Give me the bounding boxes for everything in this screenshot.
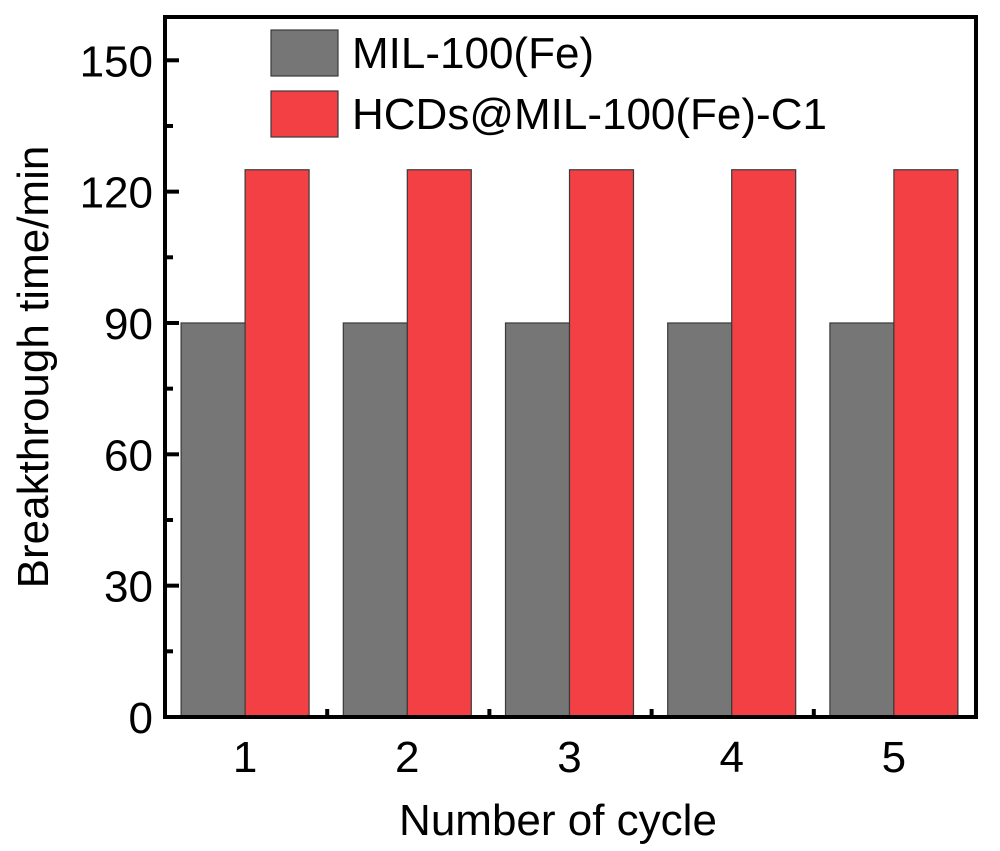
plot-frame [163, 15, 978, 719]
bar-mil100fe-cycle-3 [504, 322, 571, 718]
x-tick-label: 2 [395, 733, 419, 782]
legend: MIL-100(Fe) HCDs@MIL-100(Fe)-C1 [270, 29, 827, 139]
x-tick-label: 4 [719, 733, 743, 782]
y-tick-label: 90 [104, 300, 153, 349]
y-tick-labels: 0 30 60 90 120 150 [80, 37, 153, 743]
x-tick-labels: 1 2 3 4 5 [233, 733, 906, 782]
bar-hcds-mil100fe-c1-cycle-5 [893, 169, 959, 718]
bar-mil100fe-cycle-1 [180, 322, 246, 718]
y-tick-label: 150 [80, 37, 153, 86]
bar-hcds-mil100fe-c1-cycle-1 [244, 169, 310, 718]
bars-group [180, 169, 959, 718]
y-axis-title: Breakthrough time/min [9, 146, 58, 589]
legend-swatch-hcds-mil100fe-c1 [270, 90, 339, 138]
axes-group [163, 15, 978, 719]
legend-swatch-mil100fe [270, 29, 339, 77]
y-tick-label: 30 [104, 563, 153, 612]
bar-hcds-mil100fe-c1-cycle-2 [406, 169, 472, 718]
y-tick-label: 0 [129, 694, 153, 743]
x-tick-label: 3 [557, 733, 581, 782]
x-tick-label: 5 [882, 733, 906, 782]
legend-label-mil100fe: MIL-100(Fe) [352, 29, 594, 78]
bar-mil100fe-cycle-5 [829, 322, 895, 718]
bar-mil100fe-cycle-4 [667, 322, 733, 718]
y-tick-label: 120 [80, 169, 153, 218]
bar-hcds-mil100fe-c1-cycle-4 [731, 169, 797, 718]
y-tick-label: 60 [104, 431, 153, 480]
bar-mil100fe-cycle-2 [342, 322, 408, 718]
legend-label-hcds-mil100fe-c1: HCDs@MIL-100(Fe)-C1 [352, 90, 827, 139]
x-tick-label: 1 [233, 733, 257, 782]
bar-hcds-mil100fe-c1-cycle-3 [568, 169, 635, 718]
x-axis-title: Number of cycle [399, 796, 717, 845]
